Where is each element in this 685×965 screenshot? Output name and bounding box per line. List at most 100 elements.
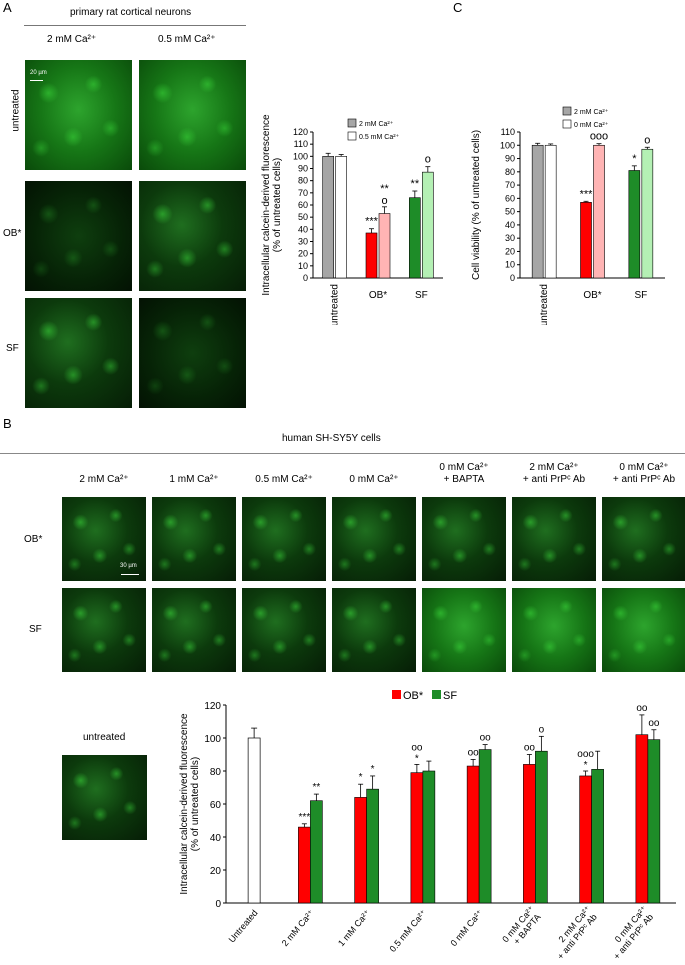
significance-label: ooo (590, 131, 608, 143)
legend-swatch (562, 119, 572, 129)
significance-label: o (425, 154, 431, 166)
y-tick-label: 100 (204, 734, 221, 745)
panel-a-header: primary rat cortical neurons (70, 7, 192, 18)
panel-a-row-label: untreated (10, 89, 22, 132)
y-axis-label: Intracellular calcein-derived fluorescen… (179, 713, 201, 895)
legend-label: 2 mM Ca²⁺ (574, 109, 609, 116)
micrograph-b-sf-2 (242, 588, 326, 672)
bar (322, 156, 334, 279)
y-tick-label: 120 (293, 127, 308, 137)
legend-swatch (347, 118, 357, 128)
significance-label: ooo * (577, 749, 594, 771)
y-tick-label: 80 (298, 176, 308, 186)
category-label: 0 mM Ca²⁺+ anti PrPᶜ Ab (604, 904, 657, 961)
bar (535, 750, 548, 904)
panel-a-col-label: 2 mM Ca²⁺ (47, 34, 97, 45)
panel-b-col-label: 0.5 mM Ca²⁺ (255, 474, 313, 485)
legend-swatch (432, 690, 441, 699)
category-label: OB* (369, 290, 387, 301)
micrograph-a-sf-05mm (139, 298, 246, 408)
micrograph-b-sf-3 (332, 588, 416, 672)
significance-label: oo (480, 733, 492, 744)
scale-bar-label: 20 µm (30, 70, 47, 76)
bar (635, 734, 649, 904)
y-tick-label: 0 (215, 899, 221, 910)
panel-a-row-label: OB* (3, 228, 22, 239)
panel-b-header: human SH-SY5Y cells (282, 433, 381, 444)
micrograph-a-untreated-05mm (139, 60, 246, 170)
y-axis-label: Intracellular calcein-derived fluorescen… (261, 114, 283, 296)
scale-bar-label: 30 µm (120, 563, 137, 569)
significance-label: * (359, 772, 363, 783)
micrograph-b-ob-0 (62, 497, 146, 581)
micrograph-b-sf-5 (512, 588, 596, 672)
panel-b-col-label: 0 mM Ca²⁺ (349, 474, 399, 485)
chart-a: 0 10 20 30 40 50 60 70 80 90 100 110 120 Intracellula… (261, 114, 443, 325)
y-tick-label: 60 (210, 800, 222, 811)
bar (628, 170, 641, 279)
significance-label: oo * (411, 742, 423, 764)
untreated-label: untreated (83, 732, 126, 743)
panel-c-letter: C (453, 0, 463, 15)
y-tick-label: 30 (298, 237, 308, 247)
significance-label: oo (468, 747, 480, 758)
y-tick-label: 30 (505, 233, 515, 243)
bar (591, 769, 604, 904)
bar (478, 749, 492, 904)
y-tick-label: 20 (210, 866, 222, 877)
category-label: 1 mM Ca²⁺ (336, 908, 372, 949)
y-tick-label: 110 (294, 139, 308, 149)
category-label: SF (415, 290, 428, 301)
bar (580, 202, 592, 279)
bar (647, 739, 661, 904)
panel-b-row-label: OB* (24, 534, 43, 545)
legend-label: 2 mM Ca²⁺ (359, 121, 394, 128)
y-tick-label: 50 (298, 212, 308, 222)
y-tick-label: 40 (505, 220, 515, 230)
legend-swatch (347, 131, 357, 141)
y-tick-label: 40 (298, 224, 308, 234)
y-tick-label: 20 (298, 249, 308, 259)
legend-label: SF (443, 690, 457, 702)
y-tick-label: 90 (298, 164, 308, 174)
legend-swatch (392, 690, 401, 699)
y-tick-label: 70 (298, 188, 308, 198)
chart-c: 0 10 20 30 40 50 60 70 80 90 100 110 Cell viability … (471, 106, 665, 325)
micrograph-b-sf-4 (422, 588, 506, 672)
scale-bar (121, 574, 139, 575)
micrograph-b-ob-4 (422, 497, 506, 581)
category-label: untreated (539, 284, 550, 325)
y-tick-label: 60 (298, 200, 308, 210)
panel-b-col-label: 2 mM Ca²⁺ + anti PrPᶜ Ab (522, 462, 586, 485)
significance-label: ** o (380, 183, 389, 207)
category-label: 0 mM Ca²⁺+ BAPTA (500, 904, 544, 951)
bar (410, 772, 424, 904)
micrograph-a-ob-05mm (139, 181, 246, 291)
significance-label: oo (636, 703, 648, 714)
panel-a-col-label: 0.5 mM Ca²⁺ (158, 34, 216, 45)
bar (641, 148, 654, 279)
bar (422, 770, 436, 904)
bar (409, 197, 421, 279)
panel-b-col-label: 0 mM Ca²⁺ + BAPTA (439, 462, 489, 485)
micrograph-b-sf-0 (62, 588, 146, 672)
significance-label: o (644, 134, 650, 146)
y-axis-label: Cell viability (% of untreated cells) (471, 130, 482, 280)
panel-a-letter: A (3, 0, 12, 15)
category-label: SF (634, 290, 647, 301)
y-tick-label: 70 (505, 180, 515, 190)
bar (579, 775, 592, 904)
micrograph-a-ob-2mm (25, 181, 132, 291)
panel-b-col-label: 1 mM Ca²⁺ (169, 474, 219, 485)
legend-label: OB* (403, 690, 424, 702)
category-label: Untreated (227, 908, 260, 945)
significance-label: o (539, 724, 545, 735)
micrograph-b-ob-3 (332, 497, 416, 581)
bar (593, 144, 605, 279)
micrograph-b-sf-6 (602, 588, 685, 672)
y-tick-label: 10 (505, 260, 515, 270)
y-tick-label: 0 (510, 273, 515, 283)
micrograph-b-untreated (62, 755, 147, 840)
bar (354, 797, 367, 904)
